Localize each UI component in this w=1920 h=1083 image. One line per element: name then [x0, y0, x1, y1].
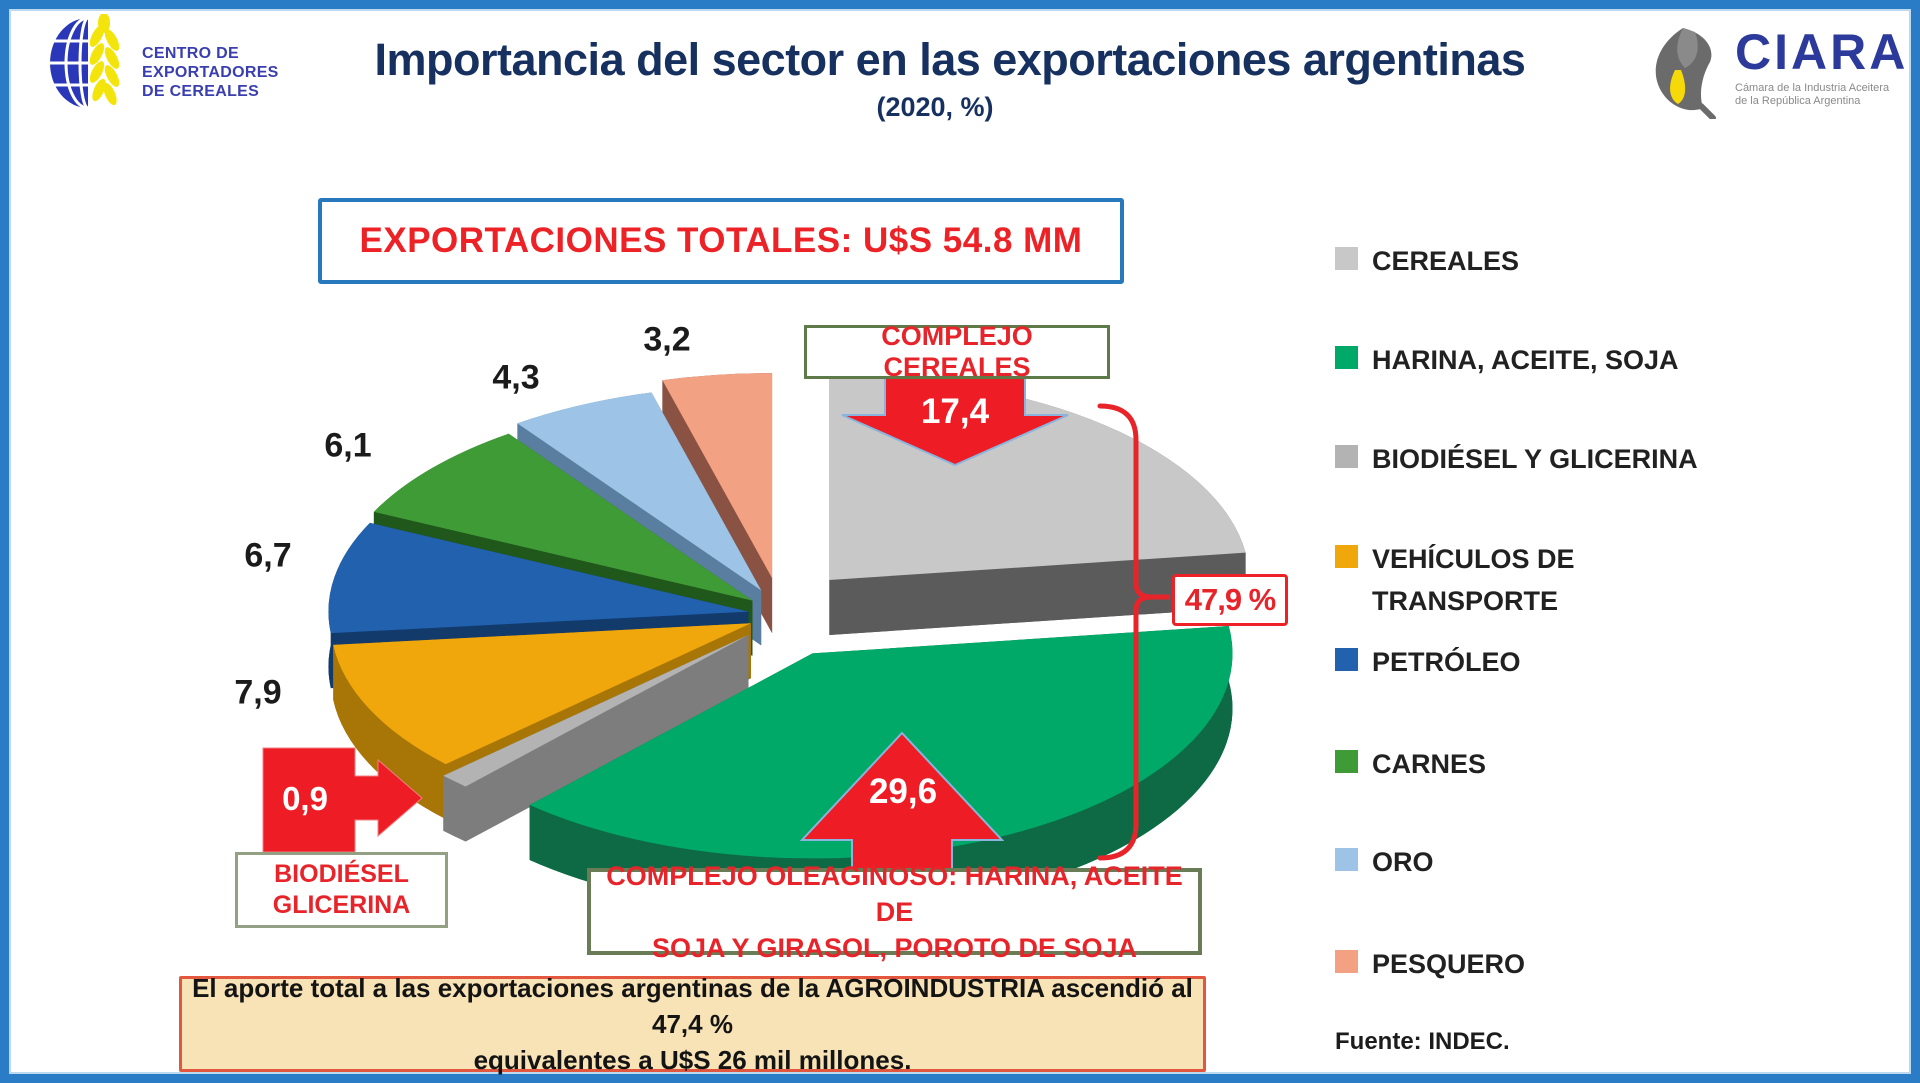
legend-swatch [1335, 445, 1358, 468]
legend-swatch [1335, 346, 1358, 369]
legend-label: CEREALES [1372, 246, 1520, 276]
complejo-cereales-callout: COMPLEJO CEREALES [804, 321, 1110, 382]
legend-swatch [1335, 848, 1358, 871]
ciara-wordmark: CIARA [1735, 24, 1909, 80]
legend-item: PETRÓLEO [1335, 641, 1521, 683]
biodiesel-arrow-value: 0,9 [282, 780, 328, 817]
ciara-tagline: Cámara de la Industria Aceitera de la Re… [1735, 82, 1890, 107]
legend-item: ORO [1335, 841, 1434, 883]
legend-label: HARINA, ACEITE, SOJA [1372, 345, 1679, 375]
legend-swatch [1335, 247, 1358, 270]
pie-slice-cereales [829, 374, 1246, 635]
slice-value-label: 6,1 [324, 426, 372, 465]
cereales-arrow-value: 17,4 [920, 392, 990, 431]
legend-item: HARINA, ACEITE, SOJA [1335, 339, 1679, 381]
slice-value-label: 4,3 [492, 358, 540, 397]
legend-swatch [1335, 750, 1358, 773]
legend-swatch [1335, 545, 1358, 568]
source-note: Fuente: INDEC. [1335, 1028, 1510, 1055]
page-subtitle: (2020, %) [876, 92, 994, 122]
legend-label: CARNES [1372, 749, 1487, 779]
slice-value-label: 7,9 [234, 673, 282, 712]
legend-swatch [1335, 950, 1358, 973]
legend-label: PESQUERO [1372, 949, 1526, 979]
arrow-down-cereales [841, 377, 1069, 467]
ciara-leaf-icon [1645, 24, 1727, 124]
slice-value-label: 6,7 [244, 536, 292, 575]
footer-note: El aporte total a las exportaciones arge… [179, 973, 1206, 1075]
complejo-oleaginoso-callout: COMPLEJO OLEAGINOSO: HARINA, ACEITE DE S… [587, 861, 1202, 963]
legend-item: BIODIÉSEL Y GLICERINA [1335, 438, 1698, 480]
pie-slice-biodiésel-y-glicerina [443, 634, 749, 842]
total-exports-text: EXPORTACIONES TOTALES: U$S 54.8 MM [359, 221, 1083, 260]
ciara-logo: CIARA Cámara de la Industria Aceitera de… [1645, 24, 1908, 124]
biodiesel-glicerina-callout: BIODIÉSEL GLICERINA [235, 852, 448, 928]
legend-label: BIODIÉSEL Y GLICERINA [1372, 444, 1698, 474]
legend-item: CEREALES [1335, 240, 1519, 282]
total-exports-banner: EXPORTACIONES TOTALES: U$S 54.8 MM [318, 198, 1124, 284]
legend-label: PETRÓLEO [1372, 647, 1521, 677]
cec-globe-wheat-icon [42, 13, 134, 117]
legend-item: CARNES [1335, 743, 1486, 785]
bracket-percentage-label: 47,9 % [1172, 574, 1288, 626]
oleaginoso-arrow-value: 29,6 [868, 772, 938, 811]
bracket-47-9 [1097, 403, 1170, 861]
legend-item: VEHÍCULOS DE TRANSPORTE [1335, 538, 1575, 622]
legend-item: PESQUERO [1335, 943, 1525, 985]
slice-value-label: 3,2 [643, 320, 691, 359]
cec-logo-text: CENTRO DE EXPORTADORES DE CEREALES [142, 45, 279, 100]
legend-swatch [1335, 648, 1358, 671]
page-title: Importancia del sector en las exportacio… [374, 34, 1526, 85]
legend-label: ORO [1372, 847, 1434, 877]
legend-label: VEHÍCULOS DE TRANSPORTE [1372, 544, 1575, 616]
